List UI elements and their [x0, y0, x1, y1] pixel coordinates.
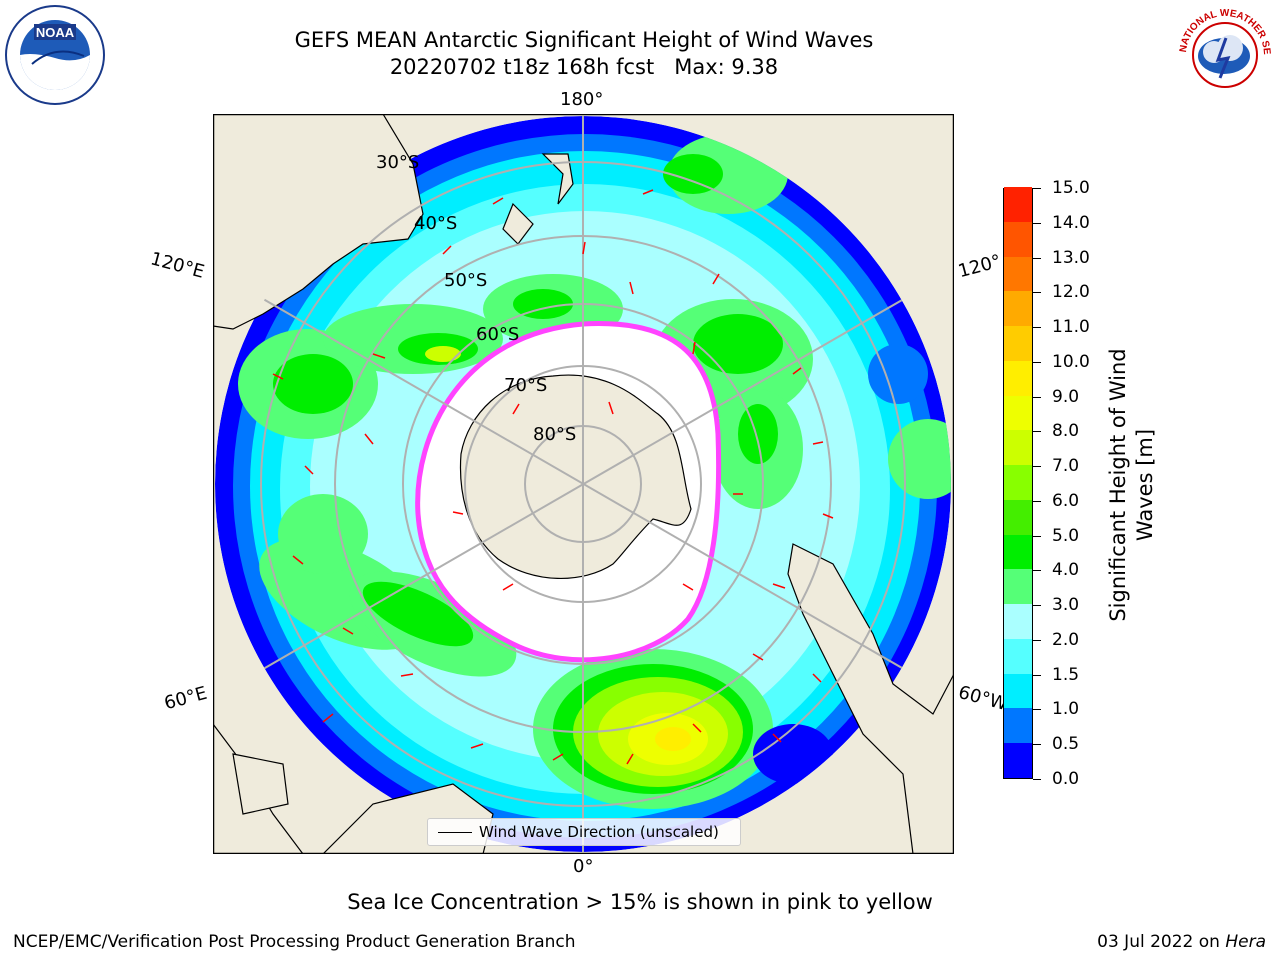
colorbar-tick-label: 5.0 [1052, 525, 1080, 546]
date-text: 03 Jul 2022 on [1097, 932, 1226, 952]
colorbar-tick-label: 7.0 [1052, 456, 1080, 477]
colorbar-segment [1004, 221, 1032, 257]
lat-label-40s: 40°S [414, 213, 458, 234]
colorbar-segment [1004, 534, 1032, 570]
colorbar-tick [1033, 222, 1041, 224]
chart-title: GEFS MEAN Antarctic Significant Height o… [294, 28, 874, 52]
colorbar-segment [1004, 603, 1032, 639]
colorbar-tick [1033, 535, 1041, 537]
lon-label-60e: 60°E [162, 682, 210, 715]
lat-label-50s: 50°S [444, 270, 488, 291]
colorbar-segment [1004, 395, 1032, 431]
svg-text:NOAA: NOAA [36, 25, 75, 40]
colorbar-segment [1004, 291, 1032, 327]
colorbar-segment [1004, 186, 1032, 222]
colorbar-tick [1033, 605, 1041, 607]
lon-label-180: 180° [560, 89, 604, 110]
colorbar-segment [1004, 499, 1032, 535]
colorbar-tick-label: 2.0 [1052, 629, 1080, 650]
colorbar-segment [1004, 256, 1032, 292]
colorbar-tick-label: 4.0 [1052, 560, 1080, 581]
colorbar-tick [1033, 361, 1041, 363]
noaa-logo: NOAA [4, 4, 106, 106]
colorbar-tick-label: 1.0 [1052, 699, 1080, 720]
colorbar-tick-label: 0.5 [1052, 734, 1080, 755]
wind-wave-arrows [272, 189, 834, 765]
sea-ice-note: Sea Ice Concentration > 15% is shown in … [347, 890, 933, 914]
legend-line-swatch [438, 832, 472, 833]
colorbar-tick-label: 0.0 [1052, 769, 1080, 789]
colorbar-tick [1033, 709, 1041, 711]
lat-label-30s: 30°S [376, 152, 420, 173]
credit-line: NCEP/EMC/Verification Post Processing Pr… [13, 932, 576, 952]
colorbar-label: Significant Height of Wind Waves [m] [1106, 348, 1157, 622]
colorbar-tick-label: 14.0 [1052, 212, 1090, 233]
antarctica-landmass [459, 374, 692, 579]
colorbar-segment [1004, 360, 1032, 396]
legend-label: Wind Wave Direction (unscaled) [479, 823, 719, 841]
colorbar-tick [1033, 431, 1041, 433]
colorbar-tick-label: 8.0 [1052, 421, 1080, 442]
colorbar-tick-label: 1.5 [1052, 664, 1080, 685]
colorbar-segment [1004, 708, 1032, 744]
lat-label-80s: 80°S [533, 424, 577, 445]
system-name: Hera [1225, 932, 1266, 952]
nws-logo: NATIONAL WEATHER SERVICE [1170, 0, 1276, 106]
graticule [215, 116, 951, 852]
lon-label-120e: 120°E [148, 248, 207, 283]
colorbar-tick-label: 11.0 [1052, 317, 1090, 338]
lon-label-0: 0° [573, 856, 594, 877]
colorbar-tick-label: 10.0 [1052, 351, 1090, 372]
colorbar-tick-label: 15.0 [1052, 178, 1090, 198]
chart-subtitle: 20220702 t18z 168h fcst Max: 9.38 [389, 55, 779, 79]
colorbar-tick [1033, 639, 1041, 641]
colorbar-segment [1004, 569, 1032, 605]
colorbar-tick [1033, 500, 1041, 502]
colorbar-segment [1004, 430, 1032, 466]
polar-map [212, 113, 955, 855]
colorbar-segment [1004, 464, 1032, 500]
lat-label-70s: 70°S [504, 375, 548, 396]
colorbar-tick-label: 13.0 [1052, 247, 1090, 268]
colorbar-tick [1033, 292, 1041, 294]
colorbar-tick-label: 12.0 [1052, 282, 1090, 303]
colorbar-tick [1033, 744, 1041, 746]
colorbar-segment [1004, 673, 1032, 709]
colorbar-tick [1033, 466, 1041, 468]
colorbar-tick [1033, 327, 1041, 329]
colorbar-tick [1033, 674, 1041, 676]
lon-label-60w: 60°W [956, 681, 1010, 716]
colorbar-segment [1004, 638, 1032, 674]
map-border [212, 113, 955, 855]
colorbar-tick-label: 9.0 [1052, 386, 1080, 407]
colorbar-tick-label: 6.0 [1052, 490, 1080, 511]
map-legend: Wind Wave Direction (unscaled) [427, 818, 741, 846]
colorbar-tick [1033, 188, 1041, 189]
date-line: 03 Jul 2022 on Hera [1097, 932, 1266, 952]
lon-label-120w: 120° [956, 250, 1004, 283]
colorbar-tick [1033, 779, 1041, 780]
colorbar [1003, 186, 1033, 779]
colorbar-tick-label: 3.0 [1052, 595, 1080, 616]
lat-label-60s: 60°S [476, 324, 520, 345]
colorbar-segment [1004, 325, 1032, 361]
colorbar-tick [1033, 257, 1041, 259]
colorbar-tick [1033, 396, 1041, 398]
colorbar-segment [1004, 743, 1032, 778]
colorbar-tick [1033, 570, 1041, 572]
